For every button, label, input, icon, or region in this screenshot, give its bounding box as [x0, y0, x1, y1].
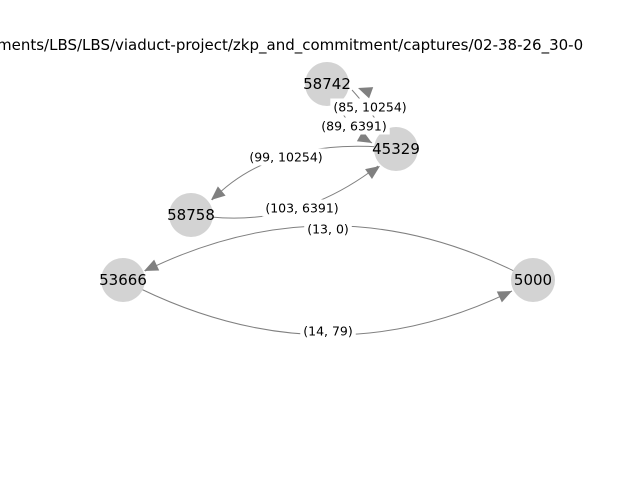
edge-arrowhead	[496, 291, 512, 303]
edge-arrowhead	[365, 166, 380, 179]
edge-label: (13, 0)	[307, 222, 349, 237]
node-circle	[374, 127, 418, 171]
edge-arrowhead	[211, 186, 226, 200]
node-circle	[511, 258, 555, 302]
edge-label-background	[318, 117, 390, 135]
edge-label: (14, 79)	[303, 324, 353, 339]
node-label: 45329	[372, 140, 420, 158]
node-circle	[101, 258, 145, 302]
edge-label-background	[330, 98, 410, 116]
edge-label-background	[304, 220, 352, 238]
edge-label-background	[246, 148, 326, 166]
edge-label: (103, 6391)	[265, 201, 338, 216]
edge-label: (85, 10254)	[333, 100, 406, 115]
node-label: 53666	[99, 271, 147, 289]
edge-labels-layer: (85, 10254) (89, 6391) (99, 10254) (103, 63…	[246, 98, 410, 340]
diagram-title: ments/LBS/LBS/viaduct-project/zkp_and_co…	[0, 36, 583, 55]
edge-arrowhead	[358, 87, 374, 99]
edge-label-background	[300, 322, 356, 340]
node-label: 58742	[303, 75, 351, 93]
nodes-layer: 58742 45329 58758 53666 5000	[99, 62, 555, 302]
edge-label-background	[262, 199, 342, 217]
edge-label: (99, 10254)	[249, 150, 322, 165]
node-circle	[169, 193, 213, 237]
edge-arrowhead	[356, 130, 372, 143]
node-label: 5000	[514, 271, 552, 289]
node-circle	[305, 62, 349, 106]
edge-label: (89, 6391)	[321, 119, 386, 134]
edge-arrowhead	[144, 259, 160, 271]
node-label: 58758	[167, 206, 215, 224]
